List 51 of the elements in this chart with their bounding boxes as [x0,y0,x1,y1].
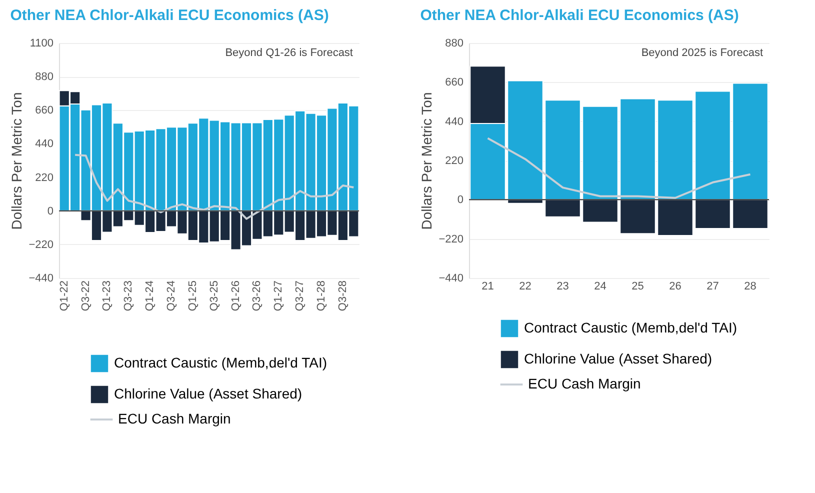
x-tick-label: Q1-25 [186,280,199,312]
y-tick-label: 880 [445,38,464,50]
x-tick-label: 25 [632,280,644,292]
x-tick-label: Q1-27 [272,280,285,312]
x-tick-label: 27 [706,280,719,292]
x-tick-label: Q1-28 [316,280,328,312]
x-tick-label: Q1-23 [101,280,114,312]
legend-label: Chlorine Value (Asset Shared) [114,386,302,402]
y-tick-label: −220 [28,238,54,251]
y-tick-label: 0 [47,205,54,218]
x-tick-label: Q3-28 [336,280,349,312]
x-tick-label: Q3-23 [122,280,135,312]
legend-label: Contract Caustic (Memb,del'd TAI) [524,320,738,336]
line-series [74,154,355,220]
y-tick-label: 660 [35,104,54,117]
x-tick-label: Q1-22 [58,280,70,312]
legend-label: Chlorine Value (Asset Shared) [524,350,712,366]
line-series [486,137,752,199]
x-tick-label: 22 [519,280,532,292]
x-tick-label: Q3-27 [294,280,306,312]
chart-title: Other NEA Chlor-Alkali ECU Economics (AS) [10,7,329,24]
y-tick-label: 220 [35,172,54,184]
y-tick-label: 880 [35,71,54,84]
x-tick-label: 24 [594,280,606,292]
annotation: Beyond 2025 is Forecast [641,47,763,59]
legend-label: ECU Cash Margin [118,410,231,426]
x-tick-label: Q3-26 [251,280,264,312]
y-tick-label: −220 [438,233,464,246]
x-tick-label: 21 [482,280,494,292]
y-tick-label: −440 [28,272,54,284]
x-tick-label: Q1-24 [144,280,156,312]
chart-title: Other NEA Chlor-Alkali ECU Economics (AS) [420,7,739,24]
x-tick-label: Q3-24 [166,280,178,312]
y-tick-label: 660 [445,76,464,89]
x-tick-label: Q3-22 [80,280,92,312]
y-tick-label: 220 [445,155,464,167]
y-tick-label: 0 [457,194,464,206]
x-tick-label: 26 [669,280,682,292]
legend-label: Contract Caustic (Memb,del'd TAI) [114,354,328,370]
y-tick-label: 1100 [30,38,54,50]
y-tick-label: 440 [445,116,464,128]
annotation: Beyond Q1-26 is Forecast [225,47,353,59]
y-tick-label: −440 [438,272,464,284]
x-tick-label: Q1-26 [230,280,242,312]
x-tick-label: Q3-25 [208,280,220,312]
legend-label: ECU Cash Margin [528,376,641,392]
x-tick-label: 23 [556,280,569,292]
y-axis-title: Dollars Per Metric Ton [418,92,435,230]
y-axis-title: Dollars Per Metric Ton [8,92,25,230]
x-tick-label: 28 [744,280,756,292]
y-tick-label: 440 [35,138,54,150]
